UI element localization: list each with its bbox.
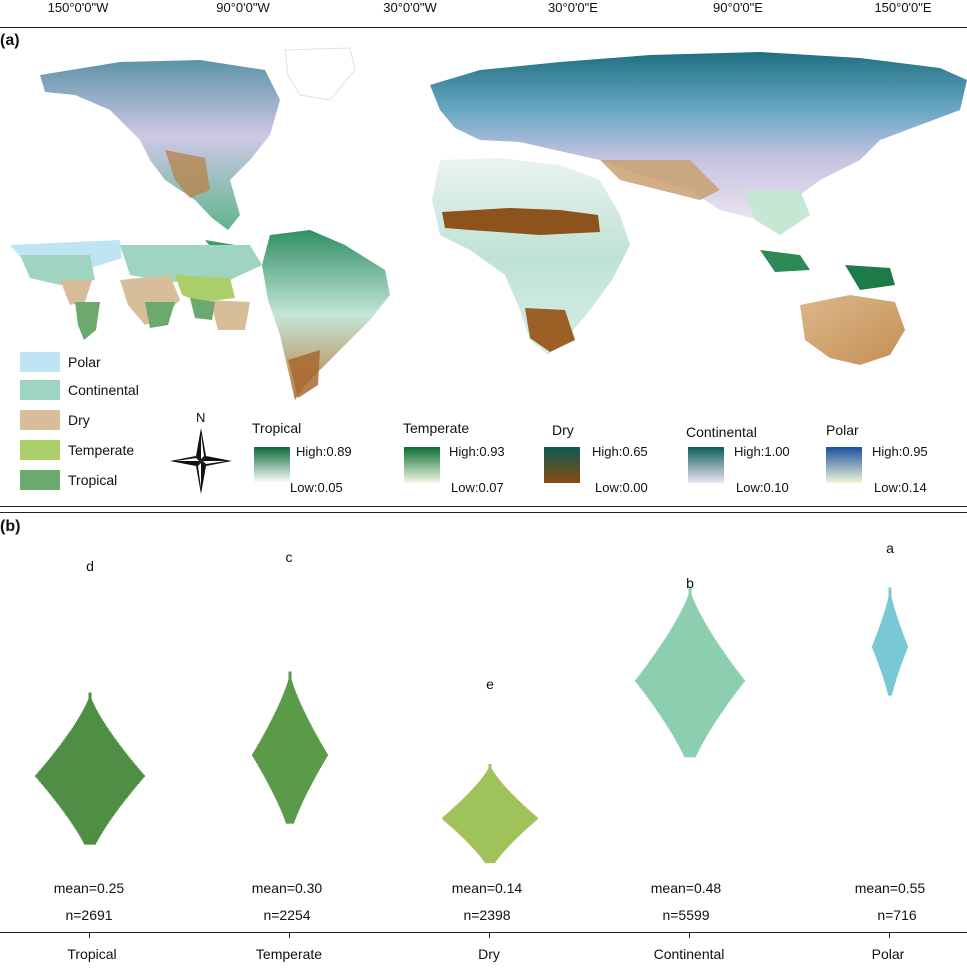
colorbar-high: High:0.89 <box>296 444 352 459</box>
significance-letter: b <box>686 575 694 591</box>
beeswarm-series-temperate <box>252 671 328 824</box>
mean-label: mean=0.55 <box>854 880 926 896</box>
colorbar-tropical: Tropical High:0.89 Low:0.05 <box>252 420 352 495</box>
world-map <box>10 47 967 400</box>
x-tick <box>689 932 690 938</box>
colorbar-high: High:0.65 <box>592 444 648 459</box>
colorbar-high: High:0.93 <box>449 444 505 459</box>
legend-label: Dry <box>68 412 90 428</box>
n-label: n=716 <box>877 907 917 923</box>
x-tick <box>289 932 290 938</box>
legend-swatch <box>20 352 60 372</box>
x-axis-line <box>0 932 967 933</box>
legend-swatch <box>20 380 60 400</box>
climate-zone-inset-map <box>10 240 262 340</box>
legend-label: Tropical <box>68 472 118 488</box>
n-label: n=2254 <box>263 907 311 923</box>
colorbar-polar: Polar High:0.95 Low:0.14 <box>826 422 928 495</box>
panel-a-top-border <box>0 27 967 28</box>
category-label: Tropical <box>67 946 117 962</box>
beeswarm-chart <box>35 587 908 864</box>
colorbar-gradient <box>688 447 724 483</box>
lon-tick-label: 90°0'0"E <box>713 0 763 15</box>
category-label: Polar <box>871 946 905 962</box>
colorbar-high: High:0.95 <box>872 444 928 459</box>
colorbar-continental: Continental High:1.00 Low:0.10 <box>686 424 790 495</box>
category-label: Continental <box>653 946 725 962</box>
africa <box>432 158 630 355</box>
lon-tick-label: 30°0'0"W <box>383 0 437 15</box>
north-america <box>40 60 280 262</box>
legend-swatch <box>20 470 60 490</box>
colorbar-low: Low:0.14 <box>874 480 927 495</box>
colorbar-gradient <box>404 447 440 483</box>
x-tick <box>489 932 490 938</box>
colorbar-temperate: Temperate High:0.93 Low:0.07 <box>403 420 505 495</box>
beeswarm-series-continental <box>635 587 745 758</box>
australia <box>760 250 905 365</box>
europe-asia <box>430 52 967 235</box>
colorbar-title: Tropical <box>252 420 302 436</box>
colorbar-title: Dry <box>552 422 574 438</box>
greenland <box>284 47 356 101</box>
lon-tick-label: 150°0'0"E <box>874 0 932 15</box>
colorbar-gradient <box>254 447 290 483</box>
legend-swatch <box>20 440 60 460</box>
colorbar-title: Temperate <box>403 420 470 436</box>
legend-label: Polar <box>68 354 101 370</box>
panel-b-label: (b) <box>0 518 21 535</box>
mean-label: mean=0.48 <box>650 880 722 896</box>
lon-tick-label: 90°0'0"W <box>216 0 270 15</box>
colorbar-high: High:1.00 <box>734 444 790 459</box>
south-america <box>262 230 390 400</box>
n-label: n=2398 <box>463 907 511 923</box>
significance-letter: e <box>486 676 494 692</box>
category-label: Temperate <box>255 946 323 962</box>
category-label: Dry <box>478 946 500 962</box>
x-tick <box>889 932 890 938</box>
mean-label: mean=0.30 <box>251 880 323 896</box>
panel-a-label: (a) <box>0 32 20 49</box>
beeswarm-series-dry <box>442 763 538 864</box>
colorbar-low: Low:0.00 <box>595 480 648 495</box>
mean-label: mean=0.25 <box>53 880 125 896</box>
panel-b-top-border <box>0 512 967 513</box>
colorbar-low: Low:0.05 <box>290 480 343 495</box>
colorbar-title: Polar <box>826 422 859 438</box>
significance-letter: d <box>86 558 94 574</box>
colorbar-dry: Dry High:0.65 Low:0.00 <box>544 422 648 495</box>
legend-swatch <box>20 410 60 430</box>
significance-letter: c <box>285 549 293 565</box>
beeswarm-series-tropical <box>35 692 145 845</box>
lon-tick-label: 150°0'0"W <box>47 0 109 15</box>
legend-label: Continental <box>68 382 139 398</box>
n-label: n=5599 <box>662 907 710 923</box>
colorbar-low: Low:0.07 <box>451 480 504 495</box>
colorbar-gradient <box>826 447 862 483</box>
n-label: n=2691 <box>65 907 113 923</box>
beeswarm-series-polar <box>872 587 908 696</box>
north-label: N <box>196 410 206 425</box>
colorbar-low: Low:0.10 <box>736 480 789 495</box>
x-tick <box>89 932 90 938</box>
colorbar-title: Continental <box>686 424 757 440</box>
legend-label: Temperate <box>68 442 135 458</box>
panel-separator <box>0 506 967 507</box>
mean-label: mean=0.14 <box>451 880 523 896</box>
north-arrow-icon <box>170 428 232 494</box>
significance-letter: a <box>886 540 894 556</box>
colorbar-gradient <box>544 447 580 483</box>
lon-tick-label: 30°0'0"E <box>548 0 598 15</box>
